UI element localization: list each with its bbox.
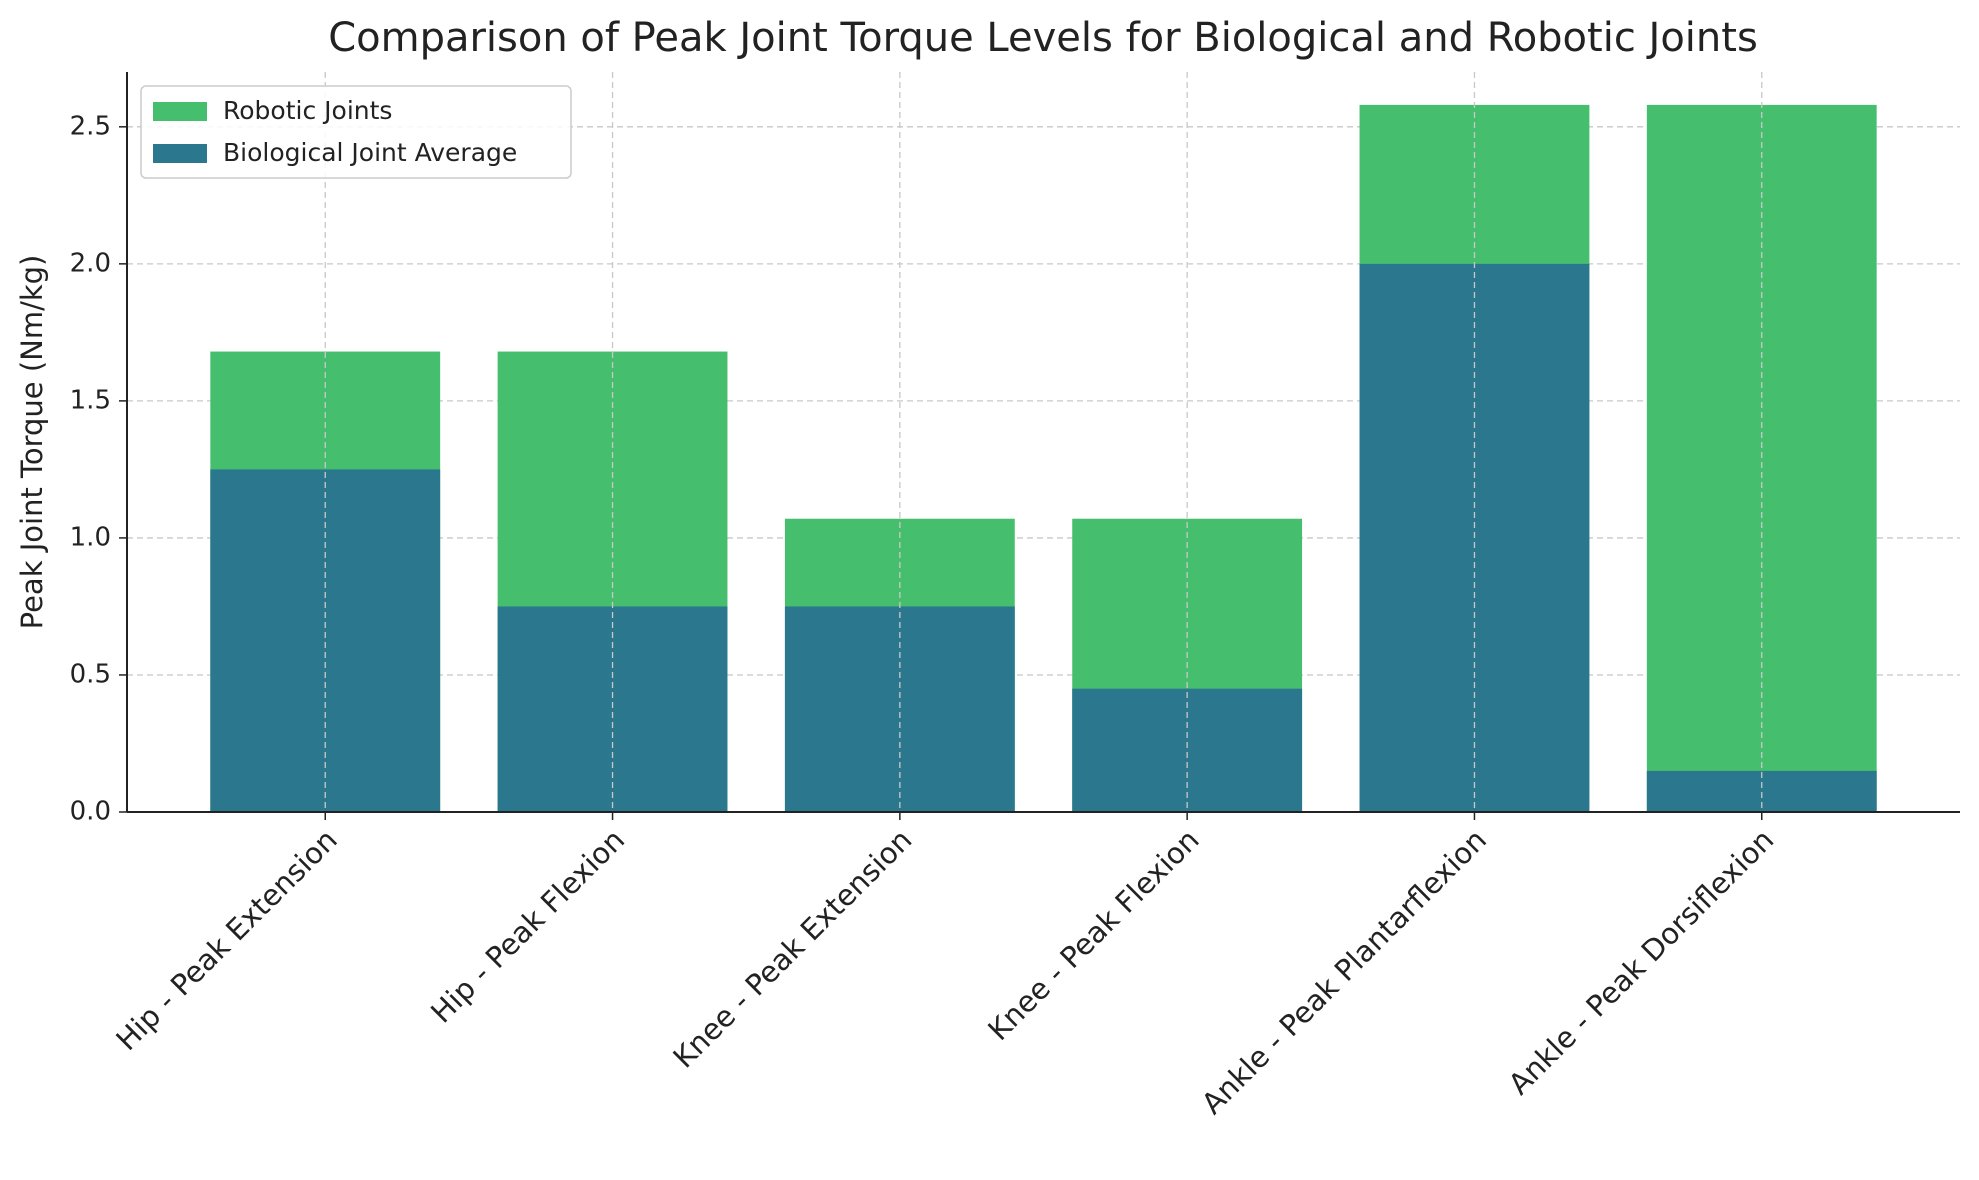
x-tick-label: Hip - Peak Flexion — [424, 823, 631, 1030]
legend-label: Biological Joint Average — [223, 138, 517, 167]
legend-label: Robotic Joints — [223, 96, 392, 125]
y-tick-label: 0.0 — [70, 797, 111, 827]
chart-title: Comparison of Peak Joint Torque Levels f… — [328, 15, 1758, 61]
y-tick-label: 2.5 — [70, 111, 111, 141]
legend-swatch — [153, 102, 207, 121]
y-tick-label: 1.5 — [70, 385, 111, 415]
legend-box — [140, 85, 572, 179]
x-tick-label: Ankle - Peak Plantarflexion — [1195, 823, 1493, 1121]
x-tick-label: Knee - Peak Flexion — [981, 823, 1205, 1047]
x-tick-label: Hip - Peak Extension — [109, 823, 343, 1057]
bars — [210, 104, 1877, 813]
y-axis-label: Peak Joint Torque (Nm/kg) — [15, 255, 49, 630]
legend-swatch — [153, 144, 207, 163]
y-tick-label: 2.0 — [70, 248, 111, 278]
bar — [210, 469, 441, 812]
y-tick-label: 1.0 — [70, 522, 111, 552]
y-tick-label: 0.5 — [70, 659, 111, 689]
x-tick-label: Knee - Peak Extension — [666, 823, 918, 1075]
bar — [1072, 688, 1303, 812]
x-tick-label: Ankle - Peak Dorsiflexion — [1502, 823, 1781, 1102]
